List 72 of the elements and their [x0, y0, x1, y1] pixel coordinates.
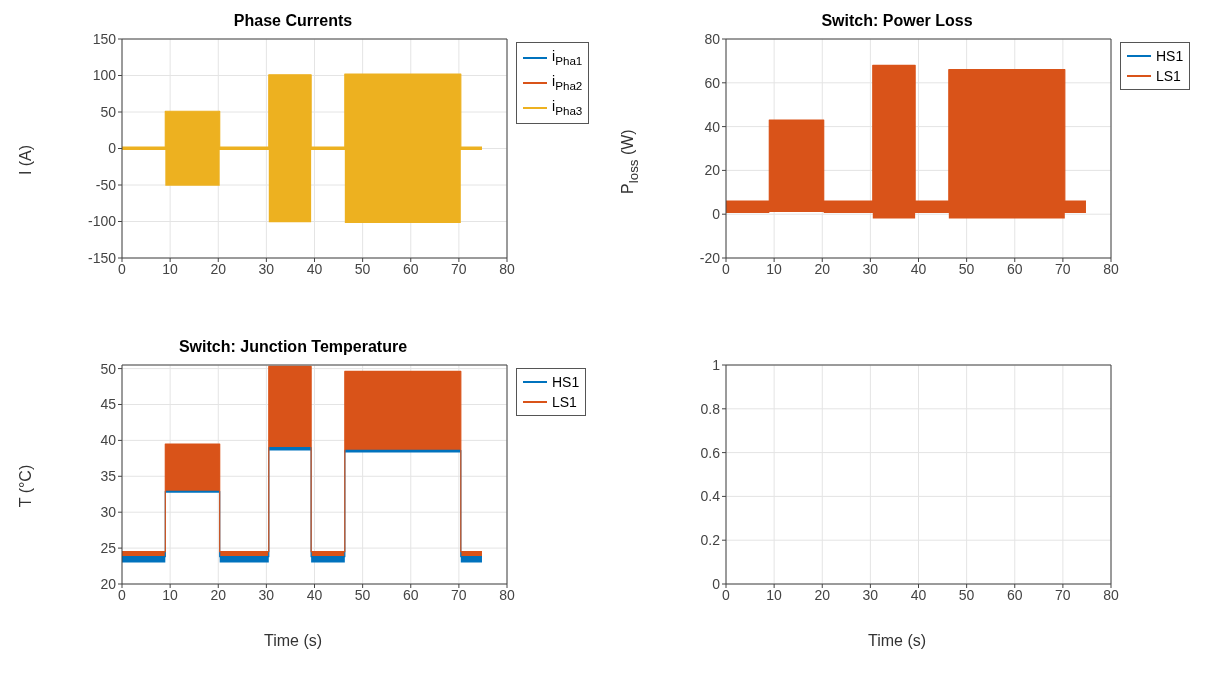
y-tick-label: 30 — [100, 504, 117, 521]
y-tick-label: 20 — [704, 162, 721, 179]
y-tick-label: 0 — [108, 140, 117, 157]
legend-label: i$_{Pha1}$ — [552, 47, 583, 69]
y-tick-label: 45 — [100, 396, 117, 413]
y-tick-label: 20 — [100, 575, 117, 592]
x-tick-label: 60 — [1006, 260, 1023, 277]
y-tick-label: 80 — [704, 30, 721, 47]
chart-title: Switch: Power Loss — [820, 12, 974, 30]
y-tick-label: 40 — [100, 432, 117, 449]
x-tick-label: 10 — [766, 586, 783, 603]
y-tick-label: 25 — [100, 540, 117, 557]
x-tick-label: 70 — [451, 260, 467, 277]
x-tick-label: 20 — [210, 586, 227, 603]
y-tick-label: -20 — [699, 249, 721, 266]
legend-label: LS1 — [552, 393, 577, 412]
x-tick-label: 10 — [162, 586, 179, 603]
x-tick-label: 70 — [1055, 586, 1071, 603]
x-tick-label: 60 — [402, 586, 419, 603]
y-tick-label: 100 — [92, 67, 117, 84]
x-tick-label: 50 — [354, 586, 371, 603]
y-axis-title: I (A) — [17, 143, 35, 178]
x-tick-label: 70 — [451, 586, 467, 603]
x-tick-label: 20 — [814, 586, 831, 603]
x-tick-label: 40 — [910, 260, 927, 277]
y-tick-label: 1 — [712, 356, 721, 373]
x-tick-label: 30 — [258, 586, 275, 603]
y-tick-label: -150 — [87, 249, 117, 266]
legend-label: i$_{Pha3}$ — [552, 96, 583, 119]
y-tick-label: 50 — [100, 103, 117, 120]
x-tick-label: 60 — [402, 260, 419, 277]
x-tick-label: 50 — [354, 260, 371, 277]
x-tick-label: 50 — [958, 260, 975, 277]
x-tick-label: 40 — [306, 260, 323, 277]
y-tick-label: 40 — [704, 118, 721, 135]
y-tick-label: 50 — [100, 360, 117, 377]
y-tick-label: 0.4 — [700, 488, 721, 505]
x-tick-label: 30 — [258, 260, 275, 277]
x-tick-label: 50 — [958, 586, 975, 603]
chart-title: Switch: Junction Temperature — [177, 338, 409, 356]
x-tick-label: 40 — [306, 586, 323, 603]
y-tick-label: 0 — [712, 206, 721, 223]
x-tick-label: 30 — [862, 260, 879, 277]
x-tick-label: 20 — [210, 260, 227, 277]
x-tick-label: 20 — [814, 260, 831, 277]
x-axis-title: Time (s) — [262, 632, 324, 650]
x-tick-label: 60 — [1006, 586, 1023, 603]
x-axis-title: Time (s) — [866, 632, 928, 650]
y-tick-label: 150 — [92, 30, 117, 47]
y-axis-title: T (°C) — [17, 463, 35, 510]
x-tick-label: 80 — [499, 586, 515, 603]
legend-label: i$_{Pha2}$ — [552, 71, 583, 94]
chart-title: Phase Currents — [232, 12, 354, 30]
y-tick-label: 35 — [100, 468, 117, 485]
y-tick-label: -100 — [87, 213, 117, 230]
y-tick-label: 60 — [704, 74, 721, 91]
x-tick-label: 70 — [1055, 260, 1071, 277]
x-tick-label: 40 — [910, 586, 927, 603]
y-tick-label: -50 — [95, 176, 117, 193]
x-tick-label: 80 — [1103, 586, 1119, 603]
y-tick-label: 0 — [712, 575, 721, 592]
legend-label: HS1 — [552, 373, 580, 392]
x-tick-label: 10 — [766, 260, 783, 277]
x-tick-label: 30 — [862, 586, 879, 603]
y-tick-label: 0.2 — [700, 532, 721, 549]
x-tick-label: 80 — [499, 260, 515, 277]
x-tick-label: 80 — [1103, 260, 1119, 277]
x-tick-label: 10 — [162, 260, 179, 277]
legend-label: HS1 — [1156, 47, 1184, 66]
y-tick-label: 0.6 — [700, 444, 721, 461]
y-tick-label: 0.8 — [700, 400, 721, 417]
legend-label: LS1 — [1156, 67, 1181, 86]
